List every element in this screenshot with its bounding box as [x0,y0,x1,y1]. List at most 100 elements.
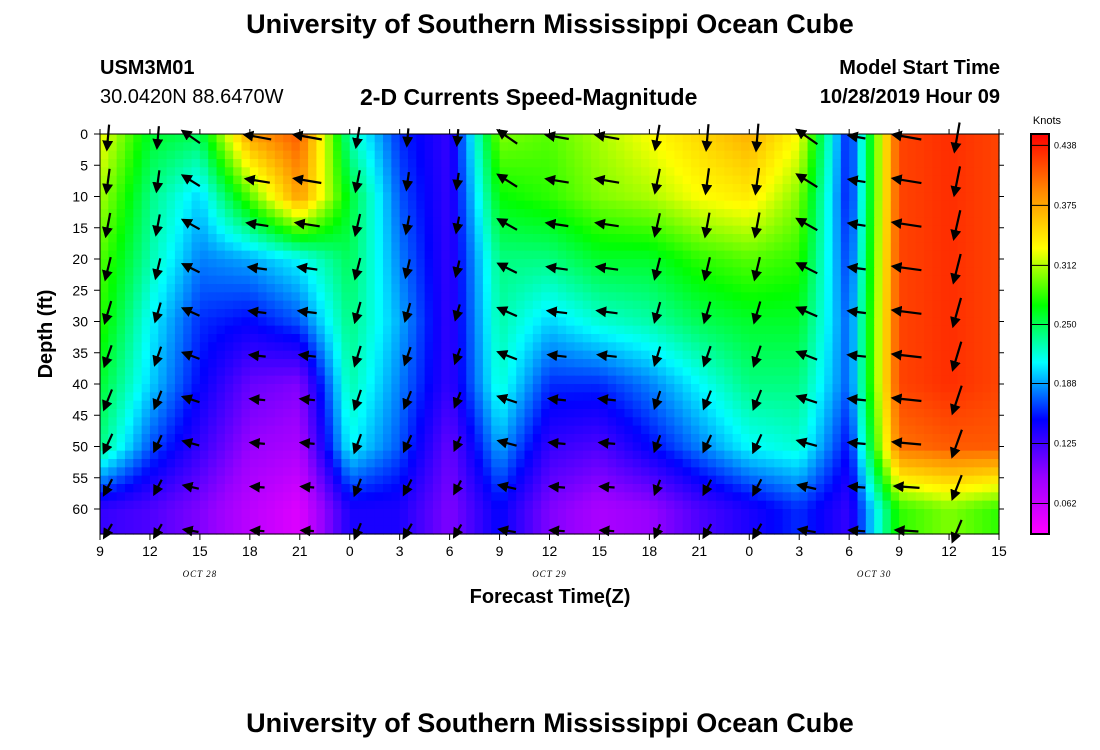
heatmap-cell [774,492,784,502]
heatmap-cell [258,192,268,202]
heatmap-cell [466,467,476,477]
heatmap-cell [283,300,293,310]
heatmap-cell [258,225,268,235]
heatmap-cell [283,259,293,268]
heatmap-cell [491,267,501,277]
heatmap-cell [366,209,376,218]
heatmap-cell [774,309,784,318]
heatmap-cell [549,484,559,493]
heatmap-cell [607,409,617,418]
heatmap-cell [774,509,784,518]
heatmap-cell [532,359,542,368]
heatmap-cell [449,500,459,510]
heatmap-cell [940,367,950,377]
heatmap-cell [216,500,226,510]
heatmap-cell [957,417,967,427]
heatmap-cell [940,417,950,427]
heatmap-cell [383,200,392,210]
heatmap-cell [932,367,942,377]
heatmap-cell [374,225,384,235]
heatmap-cell [258,275,268,285]
heatmap-cell [599,142,609,152]
heatmap-cell [449,409,459,418]
heatmap-cell [199,509,209,518]
heatmap-cell [316,159,326,168]
heatmap-cell [840,375,850,385]
heatmap-cell [216,192,226,202]
heatmap-cell [158,459,168,468]
heatmap-cell [166,184,176,193]
heatmap-cell [249,459,259,468]
heatmap-cell [915,400,925,410]
heatmap-cell [549,284,559,293]
heatmap-cell [407,200,417,210]
heatmap-cell [899,375,909,385]
heatmap-cell [757,500,767,510]
heatmap-cell [291,409,301,418]
heatmap-cell [532,142,542,152]
heatmap-cell [416,500,426,510]
heatmap-cell [724,192,734,202]
heatmap-cell [890,509,900,518]
heatmap-cell [416,492,426,502]
heatmap-cell [899,309,909,318]
heatmap-cell [449,292,459,302]
heatmap-cell [574,175,584,185]
heatmap-cell [274,242,284,252]
heatmap-cell [582,150,592,160]
heatmap-cell [915,167,925,177]
heatmap-cell [324,242,334,252]
heatmap-cell [674,392,684,402]
heatmap-cell [274,192,284,202]
heatmap-cell [874,209,884,218]
heatmap-cell [949,209,958,218]
heatmap-cell [358,209,367,218]
heatmap-cell [765,359,775,368]
heatmap-cell [924,467,933,477]
heatmap-cell [765,417,775,427]
heatmap-cell [233,334,243,343]
heatmap-cell [283,242,293,252]
heatmap-cell [366,317,376,327]
heatmap-cell [649,259,659,268]
heatmap-cell [774,392,784,402]
heatmap-cell [407,267,417,277]
heatmap-cell [624,242,634,252]
heatmap-cell [632,342,642,352]
heatmap-cell [241,350,251,360]
heatmap-cell [882,400,892,410]
heatmap-cell [666,475,675,485]
heatmap-cell [832,292,842,302]
heatmap-cell [208,509,218,518]
heatmap-cell [924,392,933,402]
heatmap-cell [291,392,301,402]
heatmap-cell [524,292,534,302]
heatmap-cell [291,317,301,327]
heatmap-cell [191,234,201,243]
heatmap-cell [149,334,159,343]
heatmap-cell [715,425,725,435]
heatmap-cell [566,292,576,302]
heatmap-cell [691,425,700,435]
heatmap-cell [491,367,501,377]
heatmap-cell [499,500,509,510]
heatmap-cell [399,459,409,468]
heatmap-cell [424,434,434,443]
heatmap-cell [566,142,576,152]
heatmap-cell [524,392,534,402]
heatmap-cell [258,450,268,460]
heatmap-cell [824,209,834,218]
heatmap-cell [174,392,184,402]
heatmap-cell [574,167,584,177]
heatmap-cell [391,450,401,460]
heatmap-cell [699,209,709,218]
heatmap-cell [932,334,942,343]
heatmap-cell [133,325,143,335]
heatmap-cell [749,492,759,502]
heatmap-cell [965,250,975,260]
heatmap-cell [616,367,626,377]
heatmap-cell [482,450,492,460]
heatmap-cell [907,334,917,343]
heatmap-cell [291,250,301,260]
heatmap-cell [299,142,309,152]
